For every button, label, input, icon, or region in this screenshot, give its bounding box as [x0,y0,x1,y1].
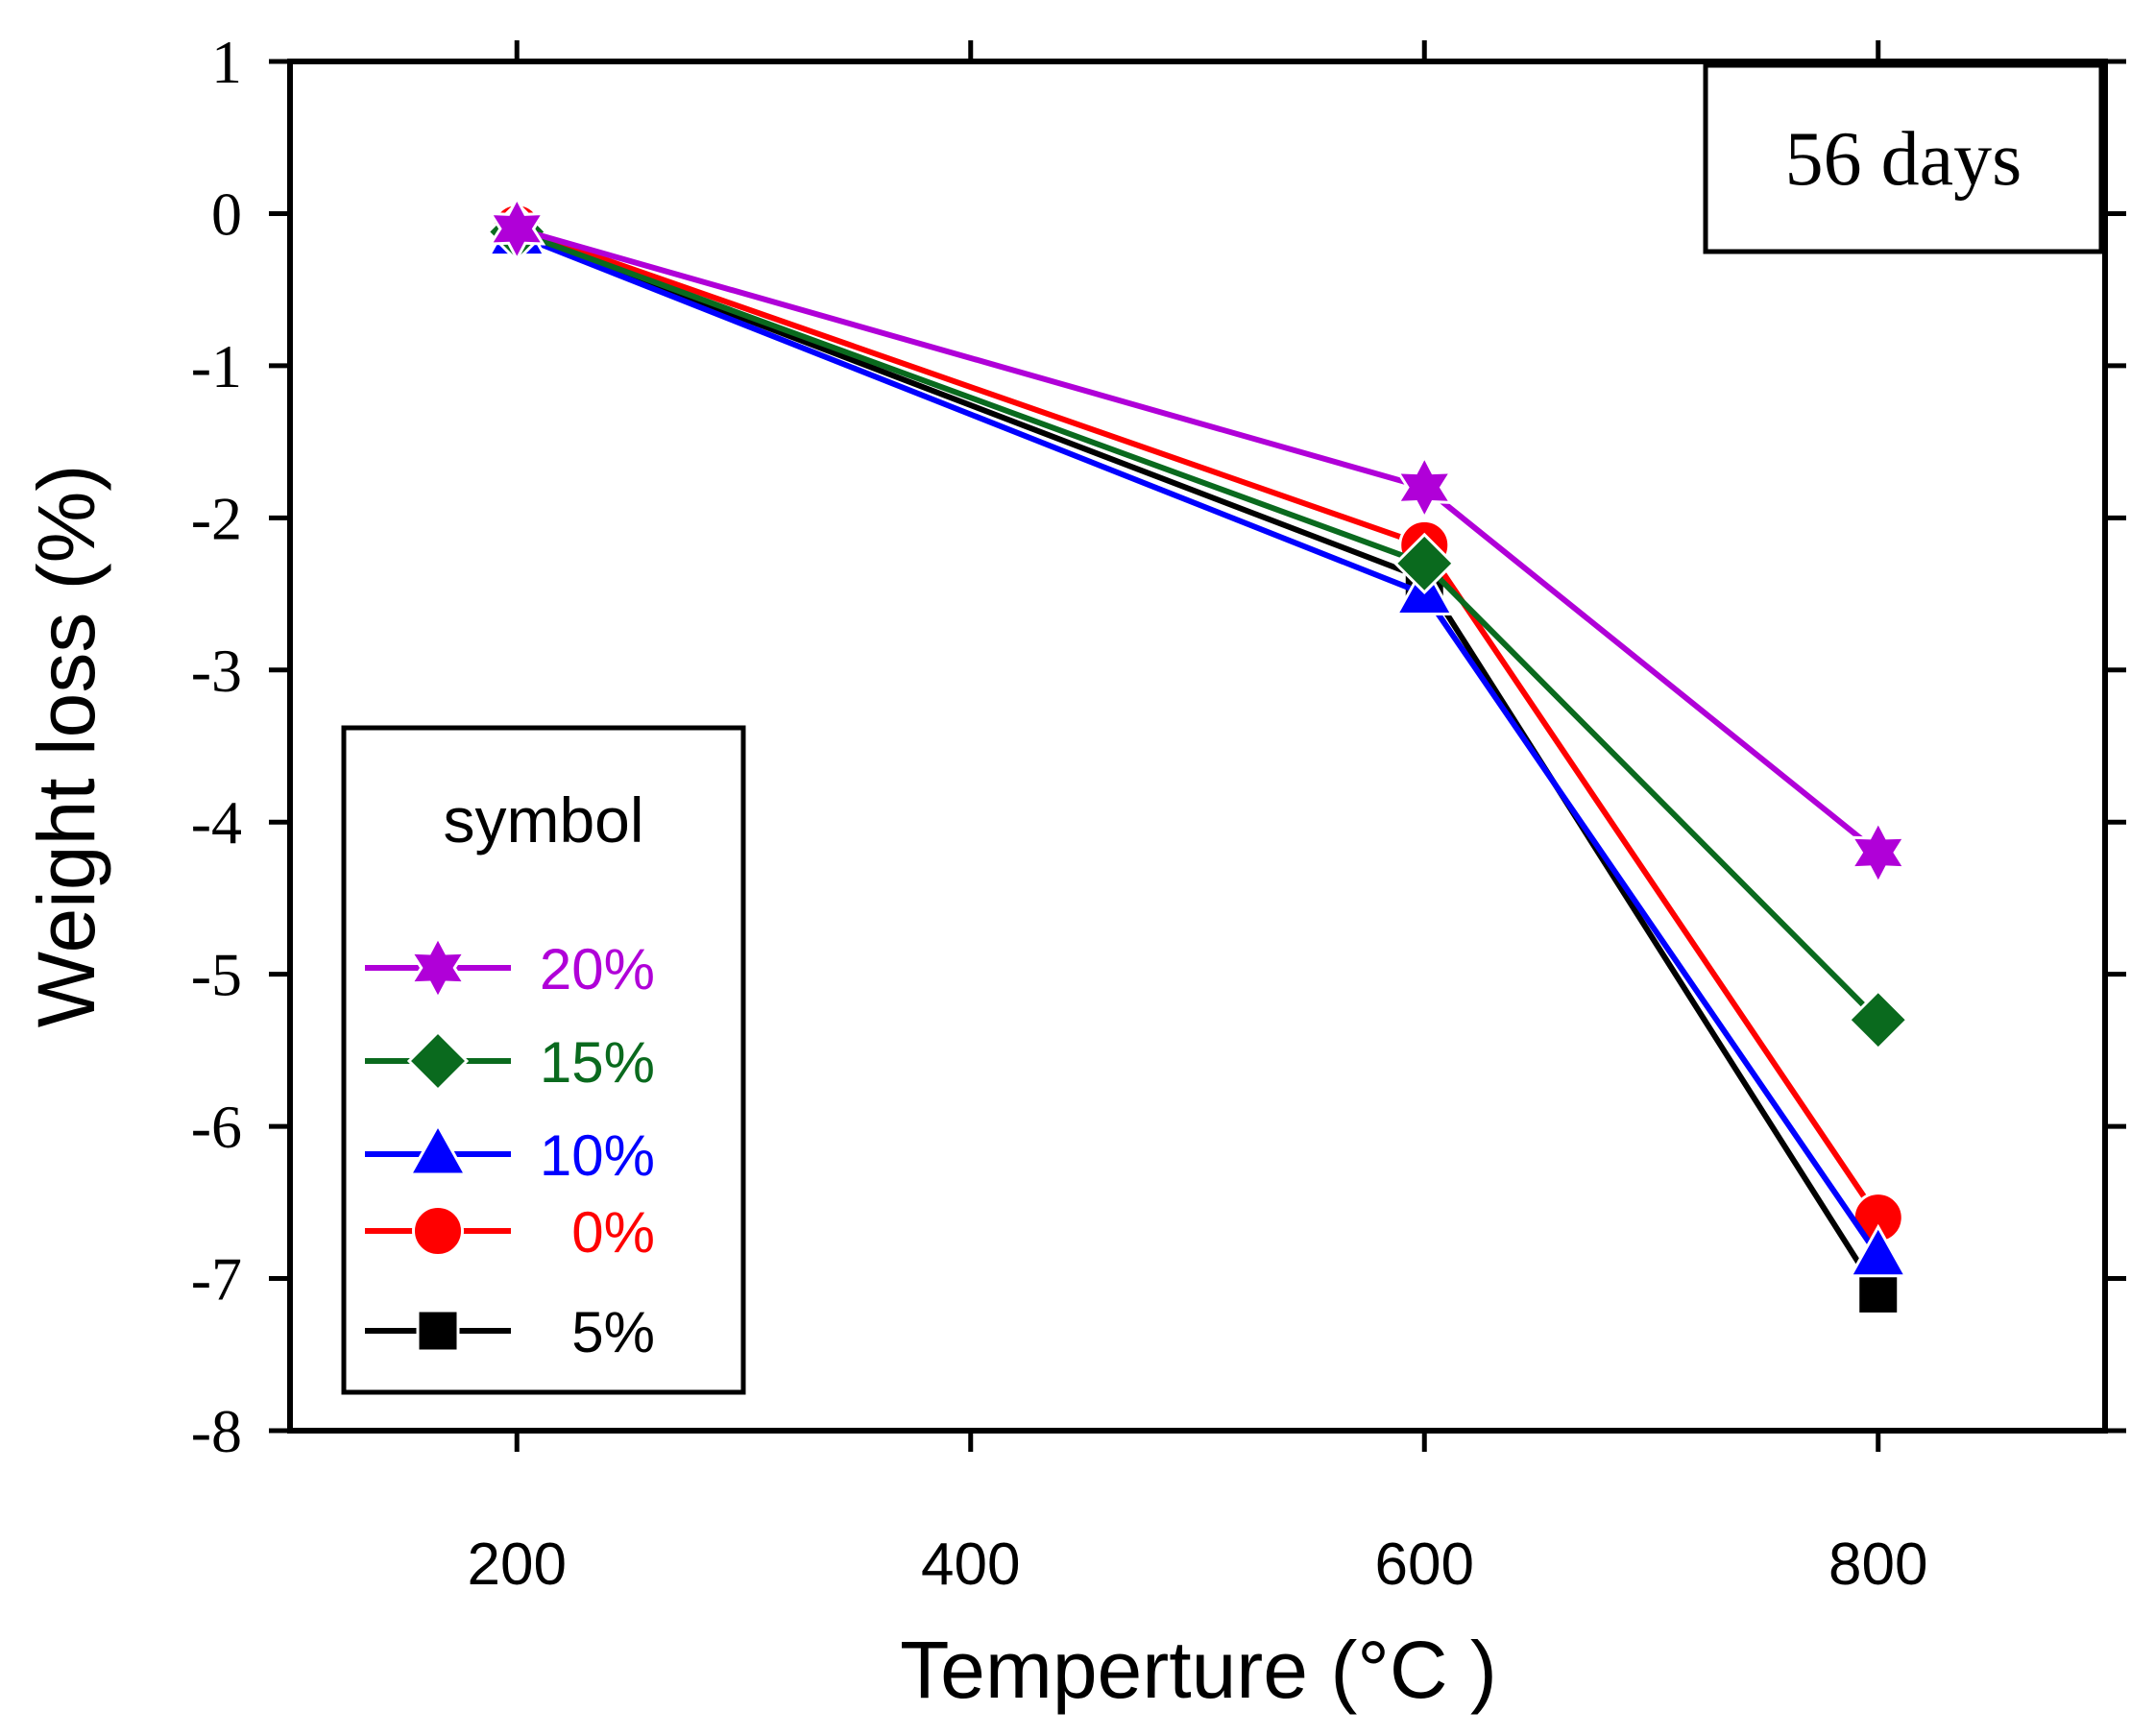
legend-marker [406,1029,470,1093]
y-tick-label: -7 [191,1245,242,1314]
series-layer [486,195,1909,1315]
legend-marker [416,1309,460,1353]
legend-item: 10% [365,1121,655,1188]
x-axis-ticks [514,40,1881,1452]
data-point [1856,1271,1901,1315]
legend-marker [412,1205,464,1257]
y-tick-label: -8 [191,1397,242,1465]
legend-item: 20% [365,934,655,1001]
legend-label: 20% [540,937,655,1001]
y-tick-label: -1 [191,332,242,400]
data-point [488,195,546,263]
y-tick-label: -5 [191,941,242,1009]
data-point [1847,989,1909,1051]
y-tick-label: -2 [191,484,242,552]
data-point [1393,532,1456,594]
y-tick-label: -6 [191,1093,242,1161]
legend-marker [407,1121,469,1176]
data-point [1395,453,1454,521]
legend-item: 5% [365,1300,655,1364]
y-tick-label: 1 [211,28,242,96]
legend-label: 5% [556,1300,655,1364]
legend-label: 10% [540,1123,655,1188]
x-tick-label: 600 [1375,1531,1474,1598]
data-point [1849,819,1907,886]
legend-marker [408,934,468,1001]
legend: symbol 20% 15% 10% 0% 5% [341,725,746,1395]
x-axis-tick-labels: 200 400 600 800 [468,1531,1928,1598]
y-tick-label: -4 [191,788,242,856]
legend-label: 15% [540,1030,655,1095]
plot-frame [287,59,2108,1434]
annotation-box: 56 days [1703,62,2104,254]
y-axis-tick-labels: 1 0 -1 -2 -3 -4 -5 -6 -7 -8 [191,28,242,1465]
x-tick-label: 200 [468,1531,567,1598]
legend-items: 20% 15% 10% 0% 5% [365,934,655,1364]
y-tick-label: -3 [191,637,242,705]
series-20pct [488,195,1907,886]
x-tick-label: 800 [1828,1531,1927,1598]
x-axis-title: Temperture (°C ) [900,1625,1497,1715]
y-axis-ticks [269,59,2126,1434]
legend-title: symbol [443,784,643,856]
legend-label: 0% [556,1200,655,1265]
annotation-text: 56 days [1785,117,2022,202]
legend-item: 15% [365,1029,655,1095]
y-tick-label: 0 [211,180,242,248]
data-point [1848,1223,1908,1278]
x-tick-label: 400 [921,1531,1020,1598]
legend-item: 0% [365,1200,655,1265]
y-axis-title: Weight loss (%) [21,465,111,1028]
